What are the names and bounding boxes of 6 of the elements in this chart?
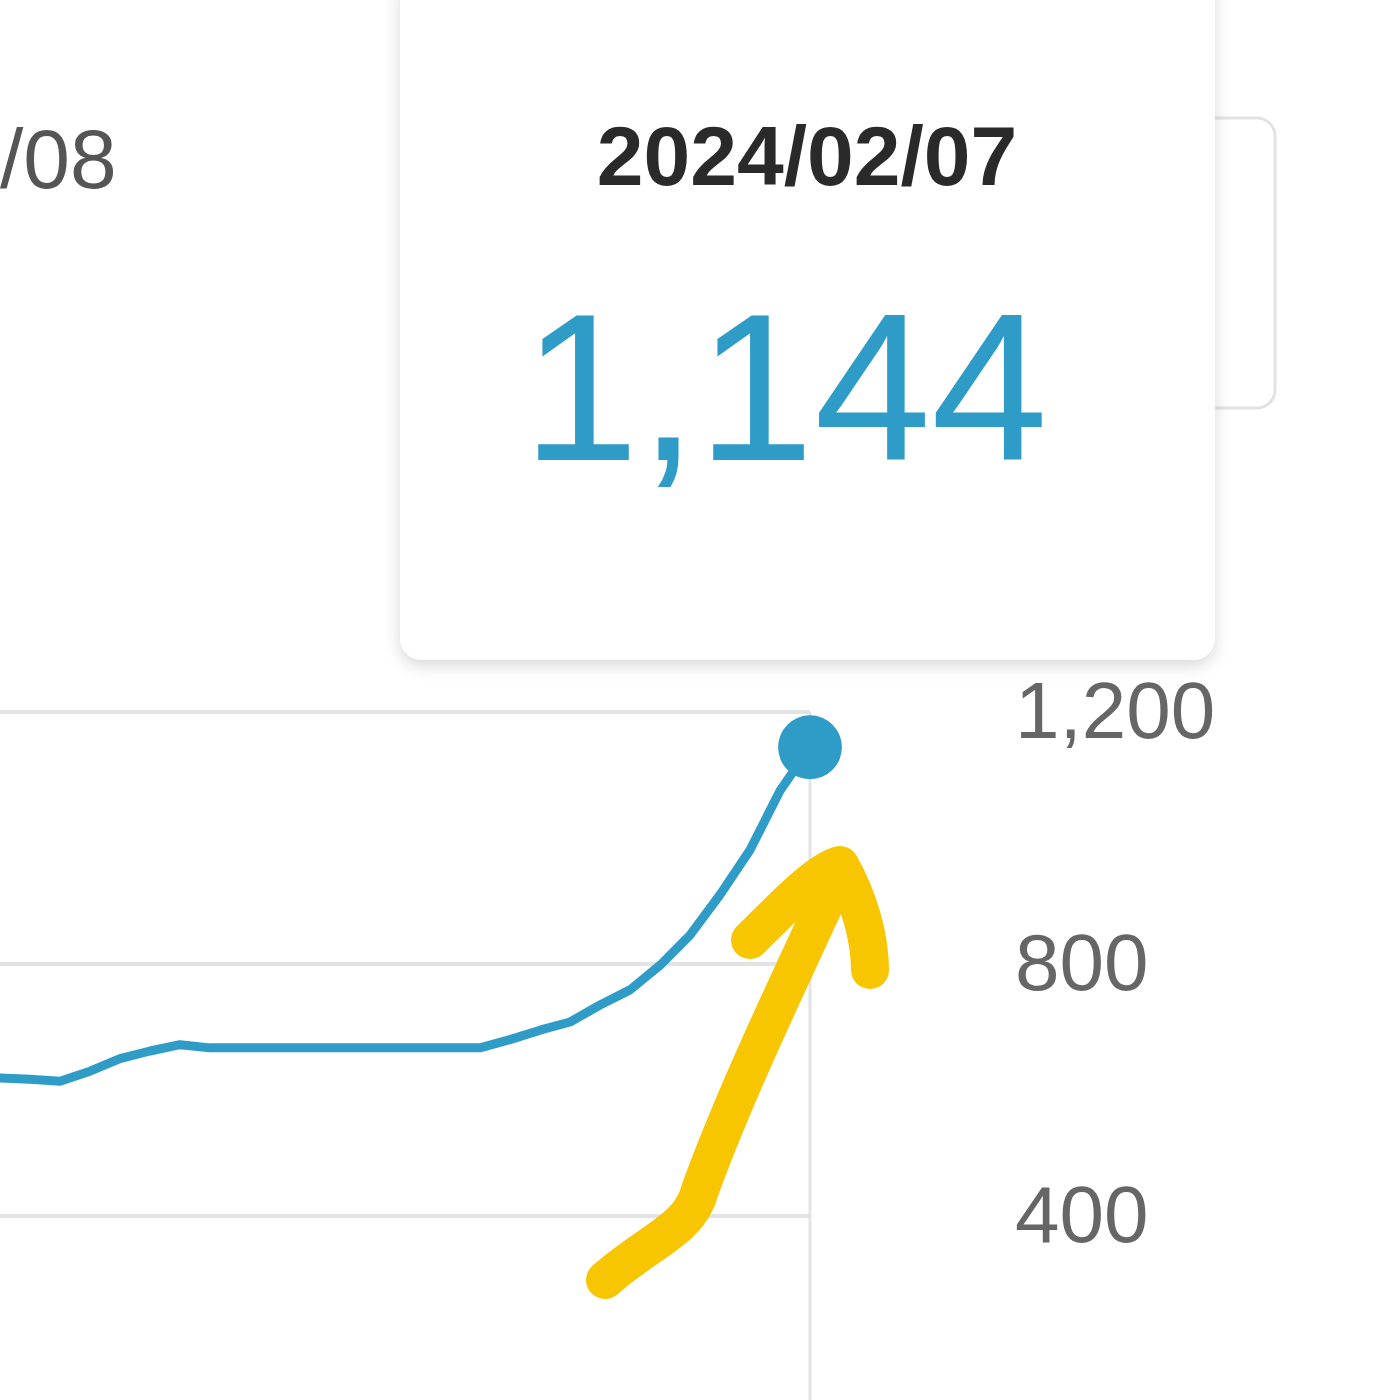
text: /08 — [0, 112, 117, 206]
y-tick-label: 400 — [1015, 1170, 1149, 1260]
text: 2024/02/07 — [596, 109, 1018, 203]
y-tick-label: 800 — [1015, 918, 1149, 1008]
text: 1,144 — [522, 270, 1048, 505]
y-tick-label: 1,200 — [1015, 666, 1216, 756]
